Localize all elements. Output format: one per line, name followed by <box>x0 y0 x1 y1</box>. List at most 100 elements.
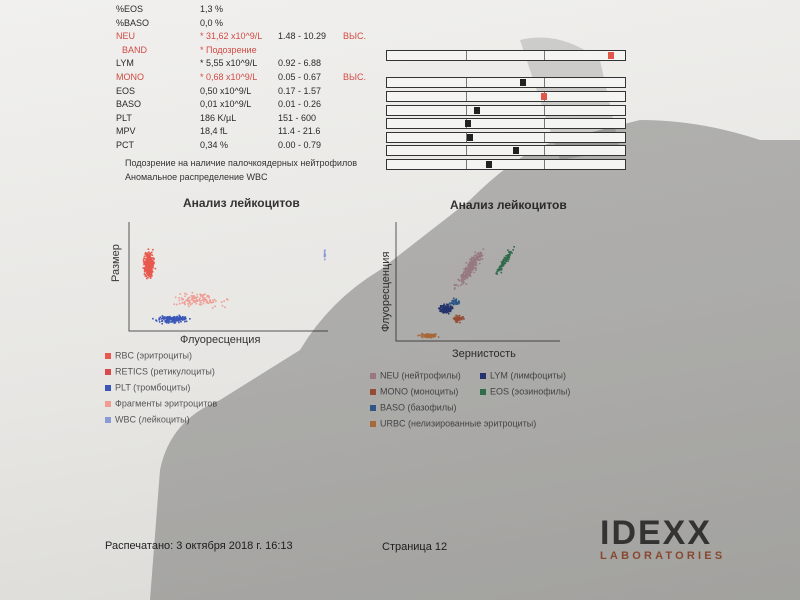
scatter-point <box>505 257 507 259</box>
legend-item: EOS (эозинофилы) <box>480 386 585 402</box>
range-marker <box>512 147 519 155</box>
scatter-point <box>178 299 181 302</box>
scatter-point <box>464 270 466 273</box>
scatter-point <box>442 305 444 308</box>
scatter-point <box>199 301 202 304</box>
scatter-point <box>167 322 170 324</box>
scatter-point <box>146 266 149 268</box>
scatter-point <box>215 300 217 302</box>
scatter-point <box>509 252 511 255</box>
scatter-point <box>455 300 458 303</box>
scatter-point <box>448 302 451 304</box>
scatter-point <box>170 321 172 323</box>
scatter-point <box>475 259 477 261</box>
scatter-point <box>480 252 483 255</box>
scatter-point <box>453 300 456 302</box>
legend-label: Фрагменты эритроцитов <box>115 398 218 409</box>
scatter-point <box>207 302 210 304</box>
scatter-point <box>509 250 511 253</box>
scatter-point <box>465 273 468 275</box>
scatter-point <box>426 336 428 339</box>
scatter-point <box>180 318 183 321</box>
scatter-point <box>199 293 201 296</box>
scatter-point <box>496 268 499 271</box>
scatter-point <box>185 317 187 320</box>
scatter-point <box>469 274 471 276</box>
scatter-point <box>441 311 444 313</box>
range-tick <box>465 78 467 88</box>
scatter-point <box>465 262 468 264</box>
scatter-point <box>473 258 476 261</box>
scatter-point <box>149 268 151 271</box>
range-tick <box>465 132 467 142</box>
legend-item: NEU (нейтрофилы) <box>370 370 480 386</box>
legend-swatch <box>370 404 376 411</box>
scatter-point <box>470 271 473 273</box>
scatter-point <box>472 260 474 262</box>
scatter-cluster <box>323 249 326 261</box>
scatter-point <box>144 269 146 271</box>
scatter-point <box>178 302 181 305</box>
scatter-cluster <box>417 332 440 339</box>
scatter-point <box>507 257 509 260</box>
scatter-point <box>479 256 481 258</box>
scatter-point <box>151 254 154 256</box>
range-bar <box>386 104 626 116</box>
scatter-point <box>427 334 430 336</box>
scatter-point <box>477 259 479 261</box>
scatter-point <box>457 278 459 281</box>
scatter-point <box>146 272 149 275</box>
range-tick <box>544 51 546 61</box>
scatter-point <box>199 297 201 300</box>
scatter-point <box>449 308 451 311</box>
legend-swatch <box>105 416 111 423</box>
scatter-point <box>431 333 434 336</box>
scatter-point <box>202 295 204 297</box>
scatter-point <box>445 310 448 312</box>
scatter-point <box>144 275 147 277</box>
scatter-point <box>161 320 163 322</box>
scatter-point <box>147 271 150 274</box>
chart-axes <box>395 222 560 342</box>
scatter-point <box>189 318 191 320</box>
result-value: 0,01 x10^9/L <box>200 99 252 110</box>
scatter-point <box>205 301 208 304</box>
scatter-point <box>453 303 456 305</box>
legend-swatch <box>105 352 111 359</box>
scatter-point <box>204 299 207 301</box>
scatter-point <box>501 262 503 265</box>
scatter-point <box>469 263 472 265</box>
scatter-point <box>510 251 512 253</box>
scatter-point <box>506 255 508 257</box>
scatter-point <box>147 272 150 275</box>
scatter-point <box>147 248 150 250</box>
legend-item: BASO (базофилы) <box>370 402 590 418</box>
scatter-point <box>442 310 444 312</box>
idexx-logo: IDEXX <box>600 514 713 552</box>
scatter-point <box>477 255 480 258</box>
scatter-point <box>473 271 476 274</box>
result-name: BAND <box>122 44 148 55</box>
scatter-point <box>471 267 474 270</box>
scatter-point <box>469 258 471 261</box>
scatter-point <box>461 274 463 277</box>
scatter-point <box>142 267 145 269</box>
scatter-point <box>200 294 203 296</box>
scatter-point <box>182 316 184 318</box>
scatter-point <box>455 321 458 323</box>
scatter-point <box>185 320 188 323</box>
scatter-point <box>471 263 474 266</box>
scatter-cluster <box>173 291 229 309</box>
scatter-point <box>482 248 485 250</box>
scatter-point <box>504 259 506 261</box>
range-bar <box>386 131 626 143</box>
scatter-point <box>174 321 177 324</box>
scatter-point <box>146 257 148 260</box>
scatter-point <box>200 303 202 306</box>
scatter-point <box>212 299 214 302</box>
scatter-point <box>480 255 483 257</box>
scatter-point <box>173 317 175 319</box>
scatter-point <box>463 281 465 283</box>
scatter-point <box>144 262 146 264</box>
scatter-point <box>206 301 209 304</box>
